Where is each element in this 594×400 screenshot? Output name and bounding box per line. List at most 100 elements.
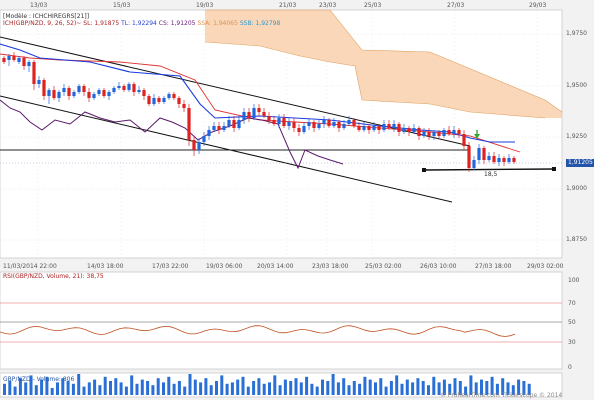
candle-body	[57, 92, 61, 98]
candle	[472, 156, 476, 170]
candle	[157, 96, 161, 104]
candle	[297, 124, 301, 136]
candle	[447, 126, 451, 136]
candle	[117, 82, 121, 90]
volume-bar	[18, 378, 22, 395]
candle-body	[187, 108, 191, 140]
candle-body	[207, 130, 211, 136]
volume-bar	[230, 382, 234, 395]
sl-value: SL: 1,91875	[83, 20, 120, 27]
volume-bar	[427, 385, 430, 395]
volume-bar	[151, 385, 155, 395]
watermark: © ProRealTime.com Tickerscope © 2014	[440, 392, 563, 399]
volume-bar	[363, 376, 367, 395]
volume-bar	[29, 375, 33, 395]
candle-body	[467, 146, 471, 168]
candle	[172, 92, 176, 100]
rsi-axis-tick: 50	[568, 319, 576, 326]
candle	[487, 152, 491, 162]
volume-bar	[225, 383, 229, 395]
candle	[107, 90, 111, 100]
volume-bar	[283, 379, 287, 395]
rsi-panel	[0, 271, 563, 370]
candle	[502, 156, 506, 166]
candle-body	[352, 120, 356, 126]
candle-body	[162, 98, 166, 102]
candle	[27, 60, 31, 72]
candle	[227, 116, 231, 128]
candle-body	[267, 116, 271, 120]
candle	[2, 56, 6, 64]
volume-bar	[315, 386, 319, 395]
candle	[47, 88, 51, 104]
candle	[97, 88, 101, 96]
price-axis-tick: 1,9250	[566, 133, 587, 140]
volume-bar	[331, 374, 335, 395]
candle-body	[147, 96, 151, 104]
candle	[422, 128, 426, 138]
candle-body	[12, 56, 16, 60]
candle	[492, 152, 496, 164]
candle-body	[67, 88, 71, 96]
candle-body	[492, 156, 496, 162]
candle	[387, 120, 391, 130]
candle-body	[502, 158, 506, 162]
candle-body	[337, 122, 341, 128]
volume-bar	[511, 385, 515, 395]
volume-bar	[56, 382, 59, 395]
ichimoku-legend: ICH(GBP/NZD, 9, 26, 52)~ SL: 1,91875 TL:…	[3, 20, 280, 27]
volume-bar	[215, 381, 218, 395]
volume-bar	[124, 386, 128, 395]
volume-bar	[114, 378, 118, 395]
candle	[332, 118, 336, 128]
candle	[467, 142, 471, 172]
volume-bar	[368, 379, 372, 395]
candle	[307, 118, 311, 130]
volume-bar	[3, 383, 6, 395]
ray-handle-right	[552, 167, 556, 171]
candle	[267, 112, 271, 124]
candle	[437, 130, 441, 138]
volume-bar	[389, 381, 393, 395]
volume-bar	[384, 386, 388, 395]
volume-bar	[209, 385, 213, 395]
candle	[212, 122, 216, 132]
candle	[322, 116, 326, 128]
candle	[202, 132, 206, 146]
candle-body	[112, 88, 116, 92]
candle-body	[182, 104, 186, 108]
volume-bar	[299, 382, 303, 395]
trendline-upper	[0, 36, 471, 147]
volume-bar	[490, 376, 494, 395]
bottom-date-label: 11/03/2014 22:00	[3, 263, 57, 270]
candle	[357, 122, 361, 132]
candle	[207, 126, 211, 140]
candle	[242, 108, 246, 124]
volume-bar	[480, 379, 483, 395]
volume-bar	[453, 378, 457, 395]
bottom-date-label: 25/03 02:00	[365, 263, 402, 270]
candle-body	[277, 118, 281, 124]
candle	[137, 86, 141, 94]
volume-bar	[199, 382, 203, 395]
top-date-label: 29/03	[529, 2, 547, 9]
candle	[217, 122, 221, 134]
candle-body	[397, 124, 401, 132]
volume-bar	[188, 374, 192, 395]
candle-body	[157, 98, 161, 102]
candle	[337, 120, 341, 132]
volume-bar	[336, 382, 340, 395]
tl-value: TL: 1,92294	[121, 20, 157, 27]
candle-body	[422, 132, 426, 136]
module-label: [Modèle : ICHCHIREGRS[21]]	[3, 13, 90, 20]
volume-bar	[289, 381, 293, 395]
rsi-label: RSI(GBP/NZD, Volume, 21): 38,75	[3, 273, 104, 280]
bottom-date-label: 27/03 18:00	[475, 263, 512, 270]
volume-bar	[45, 376, 49, 395]
candle-body	[327, 120, 331, 126]
volume-bar	[321, 379, 324, 395]
candle-body	[357, 126, 361, 130]
candle-body	[257, 108, 261, 112]
volume-bar	[411, 382, 415, 395]
